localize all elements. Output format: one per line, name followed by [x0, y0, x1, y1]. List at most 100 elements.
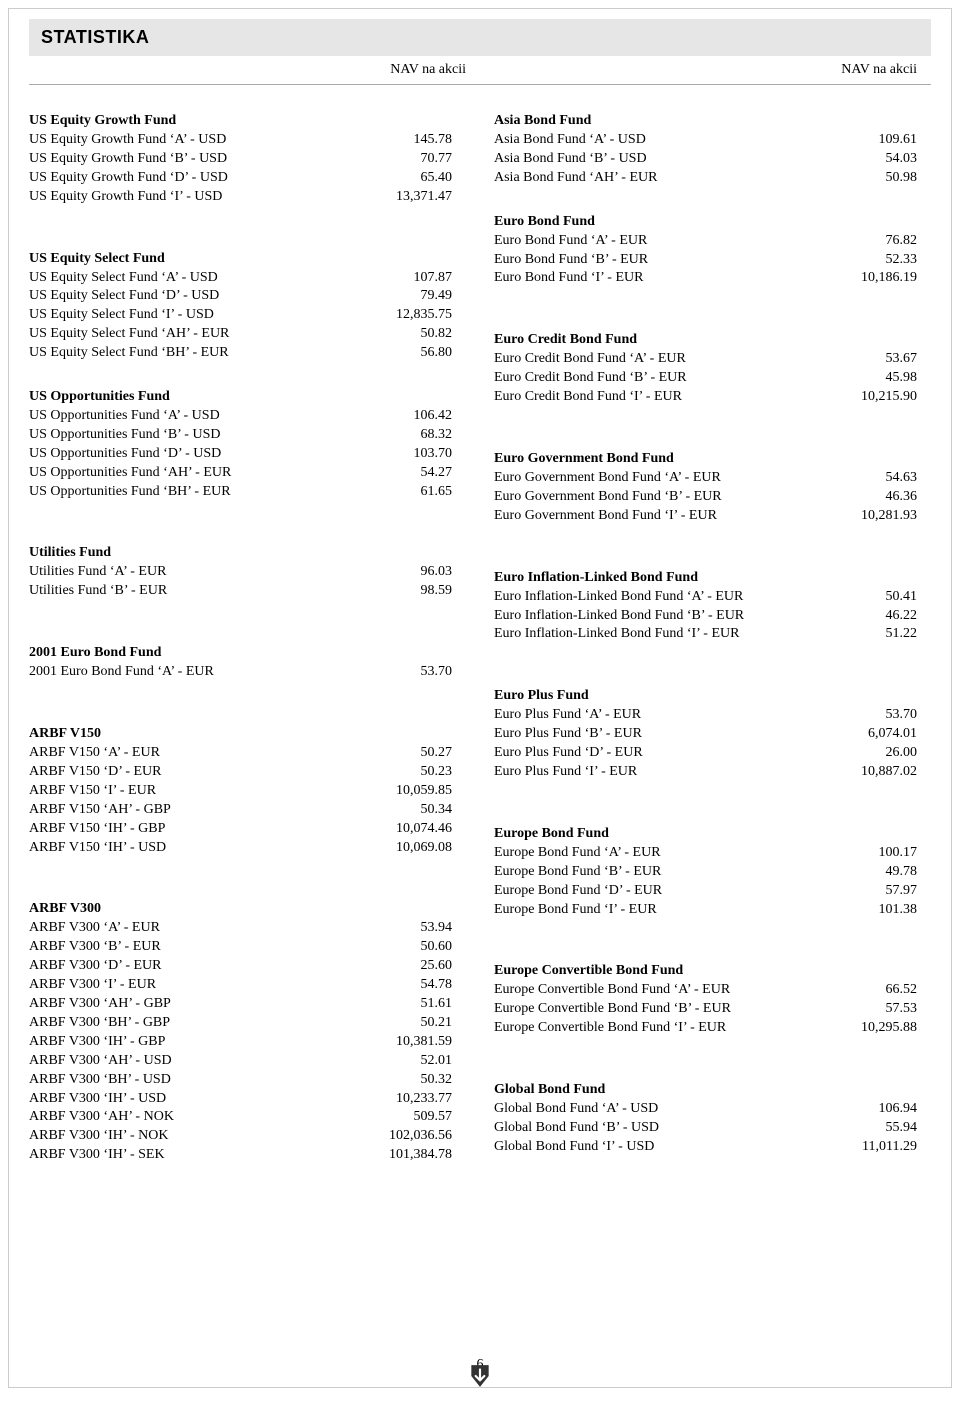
- left-column: US Equity Growth Fund US Equity Growth Fu…: [29, 113, 466, 1191]
- fund-nav-value: 106.94: [841, 1100, 931, 1119]
- fund-row: ARBF V150 ‘IH’ - GBP10,074.46: [29, 820, 466, 839]
- fund-nav-value: 12,835.75: [376, 306, 466, 325]
- fund-row: Euro Plus Fund ‘I’ - EUR10,887.02: [494, 763, 931, 782]
- fund-nav-value: 70.77: [376, 150, 466, 169]
- fund-group-title: Euro Government Bond Fund: [494, 451, 931, 467]
- fund-label: ARBF V300 ‘IH’ - USD: [29, 1090, 376, 1109]
- fund-group-title: US Equity Select Fund: [29, 251, 466, 267]
- fund-label: Euro Inflation-Linked Bond Fund ‘B’ - EU…: [494, 607, 841, 626]
- fund-label: Euro Government Bond Fund ‘B’ - EUR: [494, 488, 841, 507]
- fund-group-title: Europe Bond Fund: [494, 826, 931, 842]
- fund-nav-value: 76.82: [841, 232, 931, 251]
- fund-nav-value: 10,381.59: [376, 1033, 466, 1052]
- fund-label: Euro Inflation-Linked Bond Fund ‘I’ - EU…: [494, 625, 841, 644]
- fund-nav-value: 10,295.88: [841, 1019, 931, 1038]
- fund-group-title: Euro Inflation-Linked Bond Fund: [494, 570, 931, 586]
- fund-label: ARBF V300 ‘IH’ - NOK: [29, 1127, 376, 1146]
- fund-group: 2001 Euro Bond Fund2001 Euro Bond Fund ‘…: [29, 645, 466, 682]
- fund-nav-value: 50.82: [376, 325, 466, 344]
- fund-group: Euro Credit Bond FundEuro Credit Bond Fu…: [494, 332, 931, 407]
- fund-label: ARBF V300 ‘AH’ - NOK: [29, 1108, 376, 1127]
- fund-row: ARBF V300 ‘IH’ - NOK102,036.56: [29, 1127, 466, 1146]
- fund-nav-value: 53.70: [841, 706, 931, 725]
- fund-nav-value: 10,059.85: [376, 782, 466, 801]
- fund-row: Euro Plus Fund ‘D’ - EUR26.00: [494, 744, 931, 763]
- fund-group-title: Euro Credit Bond Fund: [494, 332, 931, 348]
- fund-group: Global Bond FundGlobal Bond Fund ‘A’ - U…: [494, 1082, 931, 1157]
- fund-nav-value: 26.00: [841, 744, 931, 763]
- page-title: STATISTIKA: [41, 27, 919, 48]
- fund-label: US Equity Select Fund ‘D’ - USD: [29, 287, 376, 306]
- fund-row: ARBF V150 ‘I’ - EUR10,059.85: [29, 782, 466, 801]
- fund-label: ARBF V300 ‘B’ - EUR: [29, 938, 376, 957]
- fund-row: ARBF V300 ‘BH’ - GBP50.21: [29, 1014, 466, 1033]
- fund-row: ARBF V300 ‘IH’ - SEK101,384.78: [29, 1146, 466, 1165]
- group-spacer: [29, 883, 466, 901]
- right-column: Asia Bond FundAsia Bond Fund ‘A’ - USD10…: [494, 113, 931, 1191]
- fund-label: Euro Bond Fund ‘I’ - EUR: [494, 269, 841, 288]
- fund-label: Euro Plus Fund ‘I’ - EUR: [494, 763, 841, 782]
- fund-group: Europe Convertible Bond FundEurope Conve…: [494, 963, 931, 1038]
- fund-row: Euro Government Bond Fund ‘A’ - EUR54.63: [494, 469, 931, 488]
- fund-nav-value: 46.22: [841, 607, 931, 626]
- group-spacer: [494, 945, 931, 963]
- fund-row: US Opportunities Fund ‘D’ - USD103.70: [29, 445, 466, 464]
- fund-row: US Equity Growth Fund ‘I’ - USD13,371.47: [29, 188, 466, 207]
- fund-nav-value: 54.27: [376, 464, 466, 483]
- fund-row: Euro Bond Fund ‘B’ - EUR52.33: [494, 251, 931, 270]
- fund-nav-value: 10,215.90: [841, 388, 931, 407]
- fund-group: US Equity Growth Fund US Equity Growth Fu…: [29, 113, 466, 207]
- fund-nav-value: 145.78: [376, 131, 466, 150]
- fund-label: Euro Bond Fund ‘A’ - EUR: [494, 232, 841, 251]
- fund-nav-value: 45.98: [841, 369, 931, 388]
- fund-label: US Equity Growth Fund ‘A’ - USD: [29, 131, 376, 150]
- fund-row: Asia Bond Fund ‘A’ - USD109.61: [494, 131, 931, 150]
- fund-nav-value: 100.17: [841, 844, 931, 863]
- fund-nav-value: 54.03: [841, 150, 931, 169]
- fund-nav-value: 50.34: [376, 801, 466, 820]
- fund-label: Europe Bond Fund ‘B’ - EUR: [494, 863, 841, 882]
- footer-arrow-icon: [467, 1363, 493, 1389]
- fund-row: ARBF V150 ‘IH’ - USD10,069.08: [29, 839, 466, 858]
- fund-group-title: Utilities Fund: [29, 545, 466, 561]
- fund-group-title: Europe Convertible Bond Fund: [494, 963, 931, 979]
- fund-nav-value: 13,371.47: [376, 188, 466, 207]
- columns: US Equity Growth Fund US Equity Growth Fu…: [29, 113, 931, 1191]
- fund-nav-value: 49.78: [841, 863, 931, 882]
- fund-nav-value: 50.60: [376, 938, 466, 957]
- fund-nav-value: 509.57: [376, 1108, 466, 1127]
- fund-group: Euro Government Bond Fund Euro Government…: [494, 451, 931, 526]
- fund-nav-value: 66.52: [841, 981, 931, 1000]
- fund-label: US Equity Growth Fund ‘D’ - USD: [29, 169, 376, 188]
- group-spacer: [29, 233, 466, 251]
- fund-nav-value: 103.70: [376, 445, 466, 464]
- fund-group-title: US Equity Growth Fund: [29, 113, 466, 129]
- fund-row: Global Bond Fund ‘A’ - USD106.94: [494, 1100, 931, 1119]
- group-spacer: [29, 708, 466, 726]
- fund-label: Europe Bond Fund ‘I’ - EUR: [494, 901, 841, 920]
- fund-nav-value: 6,074.01: [841, 725, 931, 744]
- fund-row: ARBF V300 ‘IH’ - USD10,233.77: [29, 1090, 466, 1109]
- fund-nav-value: 101,384.78: [376, 1146, 466, 1165]
- fund-nav-value: 56.80: [376, 344, 466, 363]
- fund-label: US Equity Growth Fund ‘B’ - USD: [29, 150, 376, 169]
- fund-group: Asia Bond FundAsia Bond Fund ‘A’ - USD10…: [494, 113, 931, 188]
- fund-group: US Opportunities FundUS Opportunities Fu…: [29, 389, 466, 501]
- fund-label: Utilities Fund ‘A’ - EUR: [29, 563, 376, 582]
- col-header-left: NAV na akcii: [29, 62, 480, 78]
- fund-row: US Equity Select Fund ‘A’ - USD107.87: [29, 269, 466, 288]
- fund-nav-value: 109.61: [841, 131, 931, 150]
- fund-row: ARBF V300 ‘I’ - EUR54.78: [29, 976, 466, 995]
- fund-nav-value: 51.61: [376, 995, 466, 1014]
- fund-group: Europe Bond FundEurope Bond Fund ‘A’ - E…: [494, 826, 931, 920]
- fund-group-title: Euro Bond Fund: [494, 214, 931, 230]
- group-spacer: [494, 670, 931, 688]
- fund-label: Global Bond Fund ‘A’ - USD: [494, 1100, 841, 1119]
- fund-nav-value: 52.01: [376, 1052, 466, 1071]
- fund-nav-value: 68.32: [376, 426, 466, 445]
- fund-row: Euro Plus Fund ‘B’ - EUR6,074.01: [494, 725, 931, 744]
- fund-nav-value: 57.53: [841, 1000, 931, 1019]
- fund-row: US Equity Select Fund ‘BH’ - EUR56.80: [29, 344, 466, 363]
- fund-label: ARBF V300 ‘AH’ - USD: [29, 1052, 376, 1071]
- fund-nav-value: 50.23: [376, 763, 466, 782]
